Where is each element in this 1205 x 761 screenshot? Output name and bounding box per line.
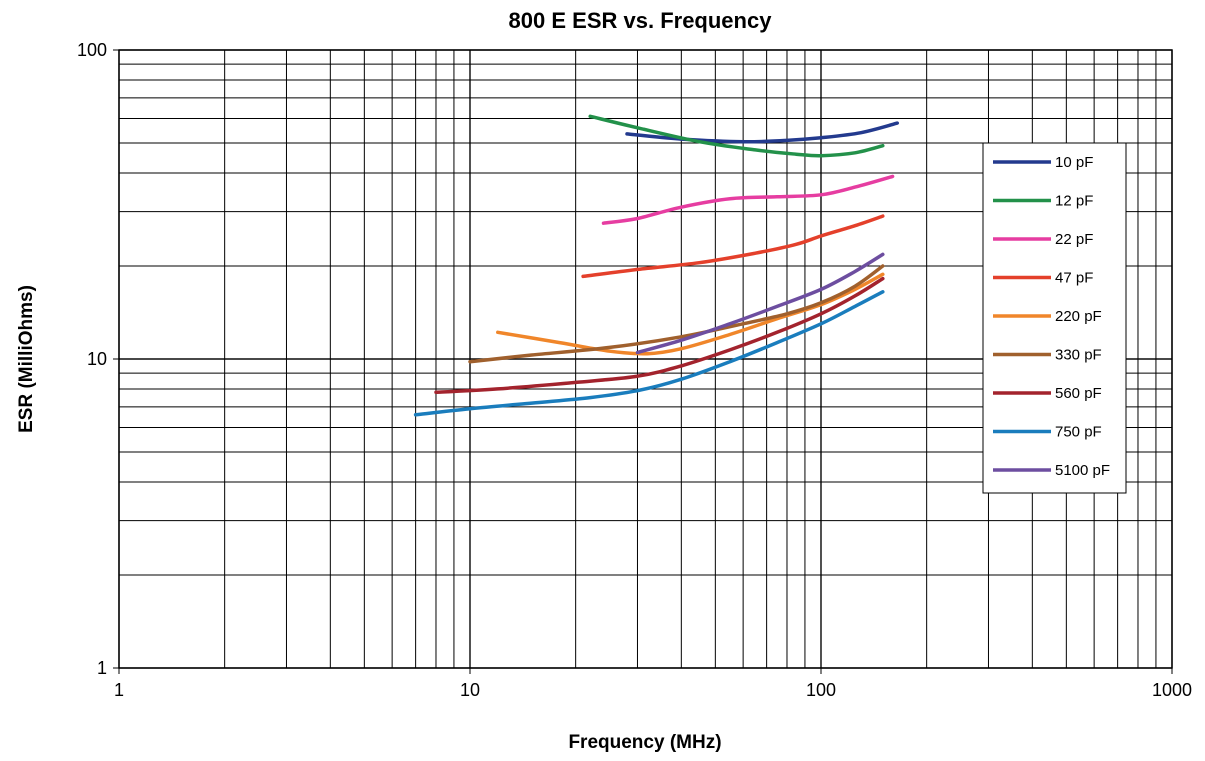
legend-label-10-pf: 10 pF <box>1055 154 1093 171</box>
legend-label-22-pf: 22 pF <box>1055 231 1093 248</box>
series-line-22-pf <box>601 174 895 225</box>
series-line-47-pf <box>581 214 885 279</box>
series-line-10-pf <box>625 121 900 144</box>
x-tick-label: 1 <box>114 680 124 700</box>
y-tick-label: 1 <box>97 658 107 678</box>
y-tick-label: 100 <box>77 40 107 60</box>
legend-label-220-pf: 220 pF <box>1055 308 1102 325</box>
series-line-5100-pf <box>635 252 885 355</box>
legend-label-5100-pf: 5100 pF <box>1055 462 1110 479</box>
x-tick-label: 10 <box>460 680 480 700</box>
legend-label-12-pf: 12 pF <box>1055 193 1093 210</box>
y-axis-title: ESR (MilliOhms) <box>16 285 37 433</box>
legend-label-560-pf: 560 pF <box>1055 385 1102 402</box>
series-line-220-pf <box>496 272 885 356</box>
series-line-750-pf <box>413 290 885 417</box>
series-line-12-pf <box>588 114 885 158</box>
chart-title: 800 E ESR vs. Frequency <box>509 8 773 33</box>
series-lines <box>413 114 900 417</box>
legend-label-750-pf: 750 pF <box>1055 424 1102 441</box>
legend-label-330-pf: 330 pF <box>1055 347 1102 364</box>
x-tick-label: 1000 <box>1152 680 1192 700</box>
axis-ticks: 1 10 100 1000 1 10 100 <box>77 40 1192 700</box>
x-tick-label: 100 <box>806 680 836 700</box>
legend-label-47-pf: 47 pF <box>1055 270 1093 287</box>
y-tick-label: 10 <box>87 349 107 369</box>
series-line-330-pf <box>468 264 885 364</box>
legend: 10 pF 12 pF 22 pF 47 pF 220 pF 330 pF 560 pF 75… <box>982 142 1127 494</box>
x-axis-title: Frequency (MHz) <box>568 732 721 753</box>
series-line-560-pf <box>434 276 885 395</box>
